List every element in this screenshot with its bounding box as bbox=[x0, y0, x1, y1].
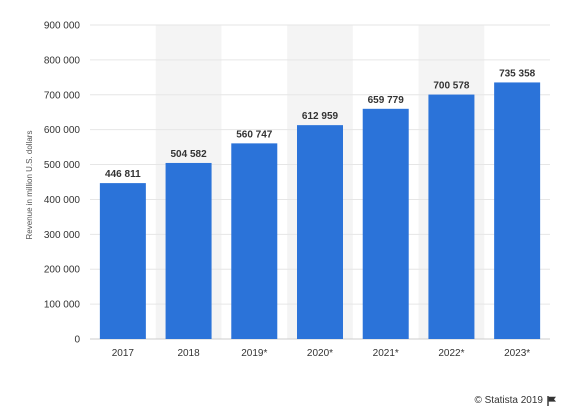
data-label: 560 747 bbox=[236, 129, 273, 140]
y-tick-label: 0 bbox=[74, 335, 80, 346]
y-tick-label: 400 000 bbox=[44, 195, 81, 206]
x-tick-label: 2018 bbox=[177, 348, 200, 359]
bar[interactable] bbox=[165, 162, 212, 339]
x-tick-label: 2017 bbox=[112, 348, 135, 359]
x-axis-ticks: 2017 2018 2019* 2020* 2021* 2022* 2023* bbox=[112, 348, 531, 359]
y-axis-ticks: 0 100 000 200 000 300 000 400 000 500 000 600 … bbox=[44, 21, 81, 346]
y-tick-label: 200 000 bbox=[44, 265, 81, 276]
flag-icon[interactable] bbox=[547, 395, 557, 406]
data-label: 735 358 bbox=[499, 68, 536, 79]
bar[interactable] bbox=[99, 183, 146, 339]
data-label: 504 582 bbox=[170, 149, 207, 160]
credit-text[interactable]: © Statista 2019 bbox=[474, 395, 543, 406]
bar[interactable] bbox=[297, 125, 343, 339]
y-tick-label: 600 000 bbox=[44, 125, 81, 136]
x-tick-label: 2022* bbox=[438, 348, 464, 359]
y-tick-label: 500 000 bbox=[44, 160, 81, 171]
data-label: 700 578 bbox=[433, 81, 470, 92]
bars bbox=[99, 82, 541, 340]
y-tick-label: 800 000 bbox=[44, 55, 81, 66]
x-tick-label: 2023* bbox=[504, 348, 530, 359]
x-tick-label: 2020* bbox=[307, 348, 333, 359]
x-tick-label: 2019* bbox=[241, 348, 267, 359]
bar[interactable] bbox=[494, 82, 541, 339]
y-axis-label: Revenue in million U.S. dollars bbox=[25, 131, 34, 240]
y-tick-label: 100 000 bbox=[44, 300, 81, 311]
data-label: 446 811 bbox=[105, 169, 141, 180]
data-label: 612 959 bbox=[302, 111, 339, 122]
y-tick-label: 900 000 bbox=[44, 21, 81, 32]
data-labels: 446 811 504 582 560 747 612 959 659 779 700 5… bbox=[105, 68, 536, 180]
credit[interactable]: © Statista 2019 bbox=[474, 395, 557, 406]
bar[interactable] bbox=[362, 108, 409, 339]
data-label: 659 779 bbox=[368, 95, 405, 106]
bar[interactable] bbox=[231, 143, 278, 339]
y-tick-label: 700 000 bbox=[44, 90, 81, 101]
y-tick-label: 300 000 bbox=[44, 230, 81, 241]
x-tick-label: 2021* bbox=[373, 348, 399, 359]
bar[interactable] bbox=[428, 94, 475, 340]
